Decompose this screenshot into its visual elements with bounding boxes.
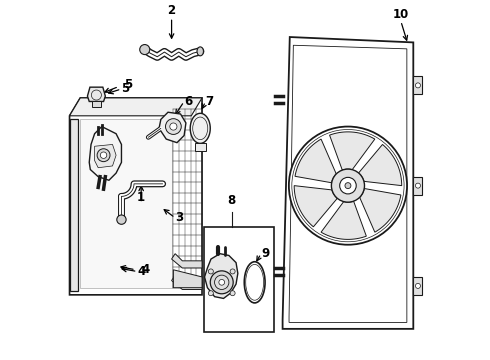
Polygon shape [204,254,238,298]
Bar [413,177,422,195]
Text: 5: 5 [124,78,132,91]
Text: 2: 2 [168,4,175,17]
Bar [413,277,422,295]
Text: 1: 1 [137,190,145,203]
Circle shape [100,152,107,158]
Circle shape [140,45,150,55]
Text: 4: 4 [141,263,149,276]
Polygon shape [70,98,202,116]
Text: 5: 5 [122,82,130,95]
Circle shape [289,127,407,245]
Polygon shape [360,189,401,232]
Text: 9: 9 [261,247,270,260]
Circle shape [416,183,420,188]
Text: 10: 10 [392,8,409,21]
Polygon shape [89,127,122,180]
Polygon shape [172,275,202,289]
Circle shape [230,269,235,274]
Bar [70,120,78,291]
Polygon shape [321,201,367,239]
Circle shape [230,291,235,296]
Polygon shape [159,112,186,143]
Text: 8: 8 [228,194,236,207]
Circle shape [219,279,224,285]
Circle shape [210,271,233,294]
Polygon shape [295,139,336,183]
Circle shape [215,275,229,289]
Polygon shape [95,144,116,168]
Polygon shape [359,144,402,186]
Bar [413,76,422,94]
Circle shape [170,123,177,130]
Circle shape [416,83,420,88]
Polygon shape [87,87,105,102]
Polygon shape [190,113,210,143]
Circle shape [416,283,420,288]
Bar [195,143,206,150]
Ellipse shape [197,47,203,56]
Text: 6: 6 [184,95,193,108]
Text: 3: 3 [175,211,183,224]
Bar [80,120,172,288]
Bar [204,227,273,332]
Circle shape [97,149,110,162]
Circle shape [331,169,365,202]
Polygon shape [283,37,413,329]
Circle shape [208,269,213,274]
Circle shape [208,291,213,296]
Circle shape [340,177,356,194]
Circle shape [117,215,126,224]
Text: 4: 4 [138,265,146,278]
Polygon shape [172,254,202,268]
Polygon shape [173,270,202,288]
Bar [92,101,100,107]
Circle shape [345,183,351,189]
Polygon shape [294,186,337,227]
Text: 7: 7 [206,95,214,108]
Circle shape [166,119,181,134]
Polygon shape [70,98,202,295]
Polygon shape [330,132,375,170]
